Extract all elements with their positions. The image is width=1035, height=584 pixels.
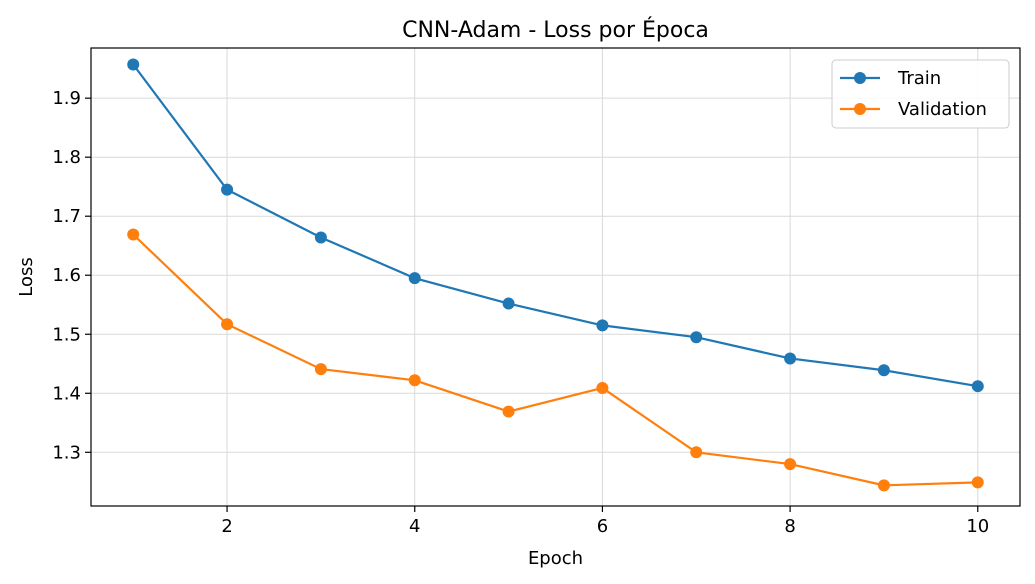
y-tick-label: 1.3 bbox=[52, 442, 81, 463]
data-point-validation bbox=[596, 381, 609, 394]
data-point-validation bbox=[127, 228, 140, 241]
x-tick-label: 10 bbox=[966, 516, 989, 537]
data-point-train bbox=[784, 352, 797, 365]
data-point-validation bbox=[502, 405, 515, 418]
data-point-validation bbox=[784, 458, 797, 471]
data-point-validation bbox=[221, 318, 234, 331]
chart-title: CNN-Adam - Loss por Época bbox=[402, 17, 709, 43]
x-tick-label: 4 bbox=[409, 516, 420, 537]
data-point-validation bbox=[408, 374, 421, 387]
data-point-train bbox=[502, 297, 515, 310]
data-point-validation bbox=[314, 363, 327, 376]
data-point-validation bbox=[971, 476, 984, 489]
data-point-train bbox=[221, 183, 234, 196]
y-tick-label: 1.9 bbox=[52, 88, 81, 109]
data-point-train bbox=[127, 58, 140, 71]
legend-entry-label: Train bbox=[897, 68, 941, 89]
data-point-train bbox=[971, 380, 984, 393]
legend: Train Validation bbox=[831, 59, 1010, 129]
legend-entry-label: Validation bbox=[898, 99, 987, 120]
data-point-train bbox=[690, 331, 703, 344]
series-line-train bbox=[132, 63, 978, 388]
data-point-validation bbox=[877, 479, 890, 492]
data-point-train bbox=[877, 364, 890, 377]
x-tick-label: 6 bbox=[597, 516, 608, 537]
x-tick-label: 8 bbox=[784, 516, 795, 537]
y-tick-label: 1.4 bbox=[52, 383, 81, 404]
series-line-validation bbox=[132, 233, 978, 487]
x-tick-label: 2 bbox=[221, 516, 232, 537]
legend-swatch-marker bbox=[854, 72, 866, 84]
series-layer bbox=[127, 58, 984, 492]
data-point-train bbox=[596, 319, 609, 332]
legend-swatch-marker bbox=[854, 103, 866, 115]
y-tick-label: 1.6 bbox=[52, 265, 81, 286]
data-point-train bbox=[408, 272, 421, 285]
plot-frame bbox=[90, 47, 1021, 507]
x-axis-label: Epoch bbox=[528, 548, 583, 569]
data-point-validation bbox=[690, 446, 703, 459]
y-tick-label: 1.7 bbox=[52, 206, 81, 227]
axes: 2 4 6 8 10 1.3 1.4 1.5 1.6 1.7 1.8 1.9 bbox=[52, 47, 1021, 537]
y-axis-label: Loss bbox=[16, 257, 37, 296]
data-point-train bbox=[314, 231, 327, 244]
y-tick-label: 1.8 bbox=[52, 147, 81, 168]
y-tick-label: 1.5 bbox=[52, 324, 81, 345]
